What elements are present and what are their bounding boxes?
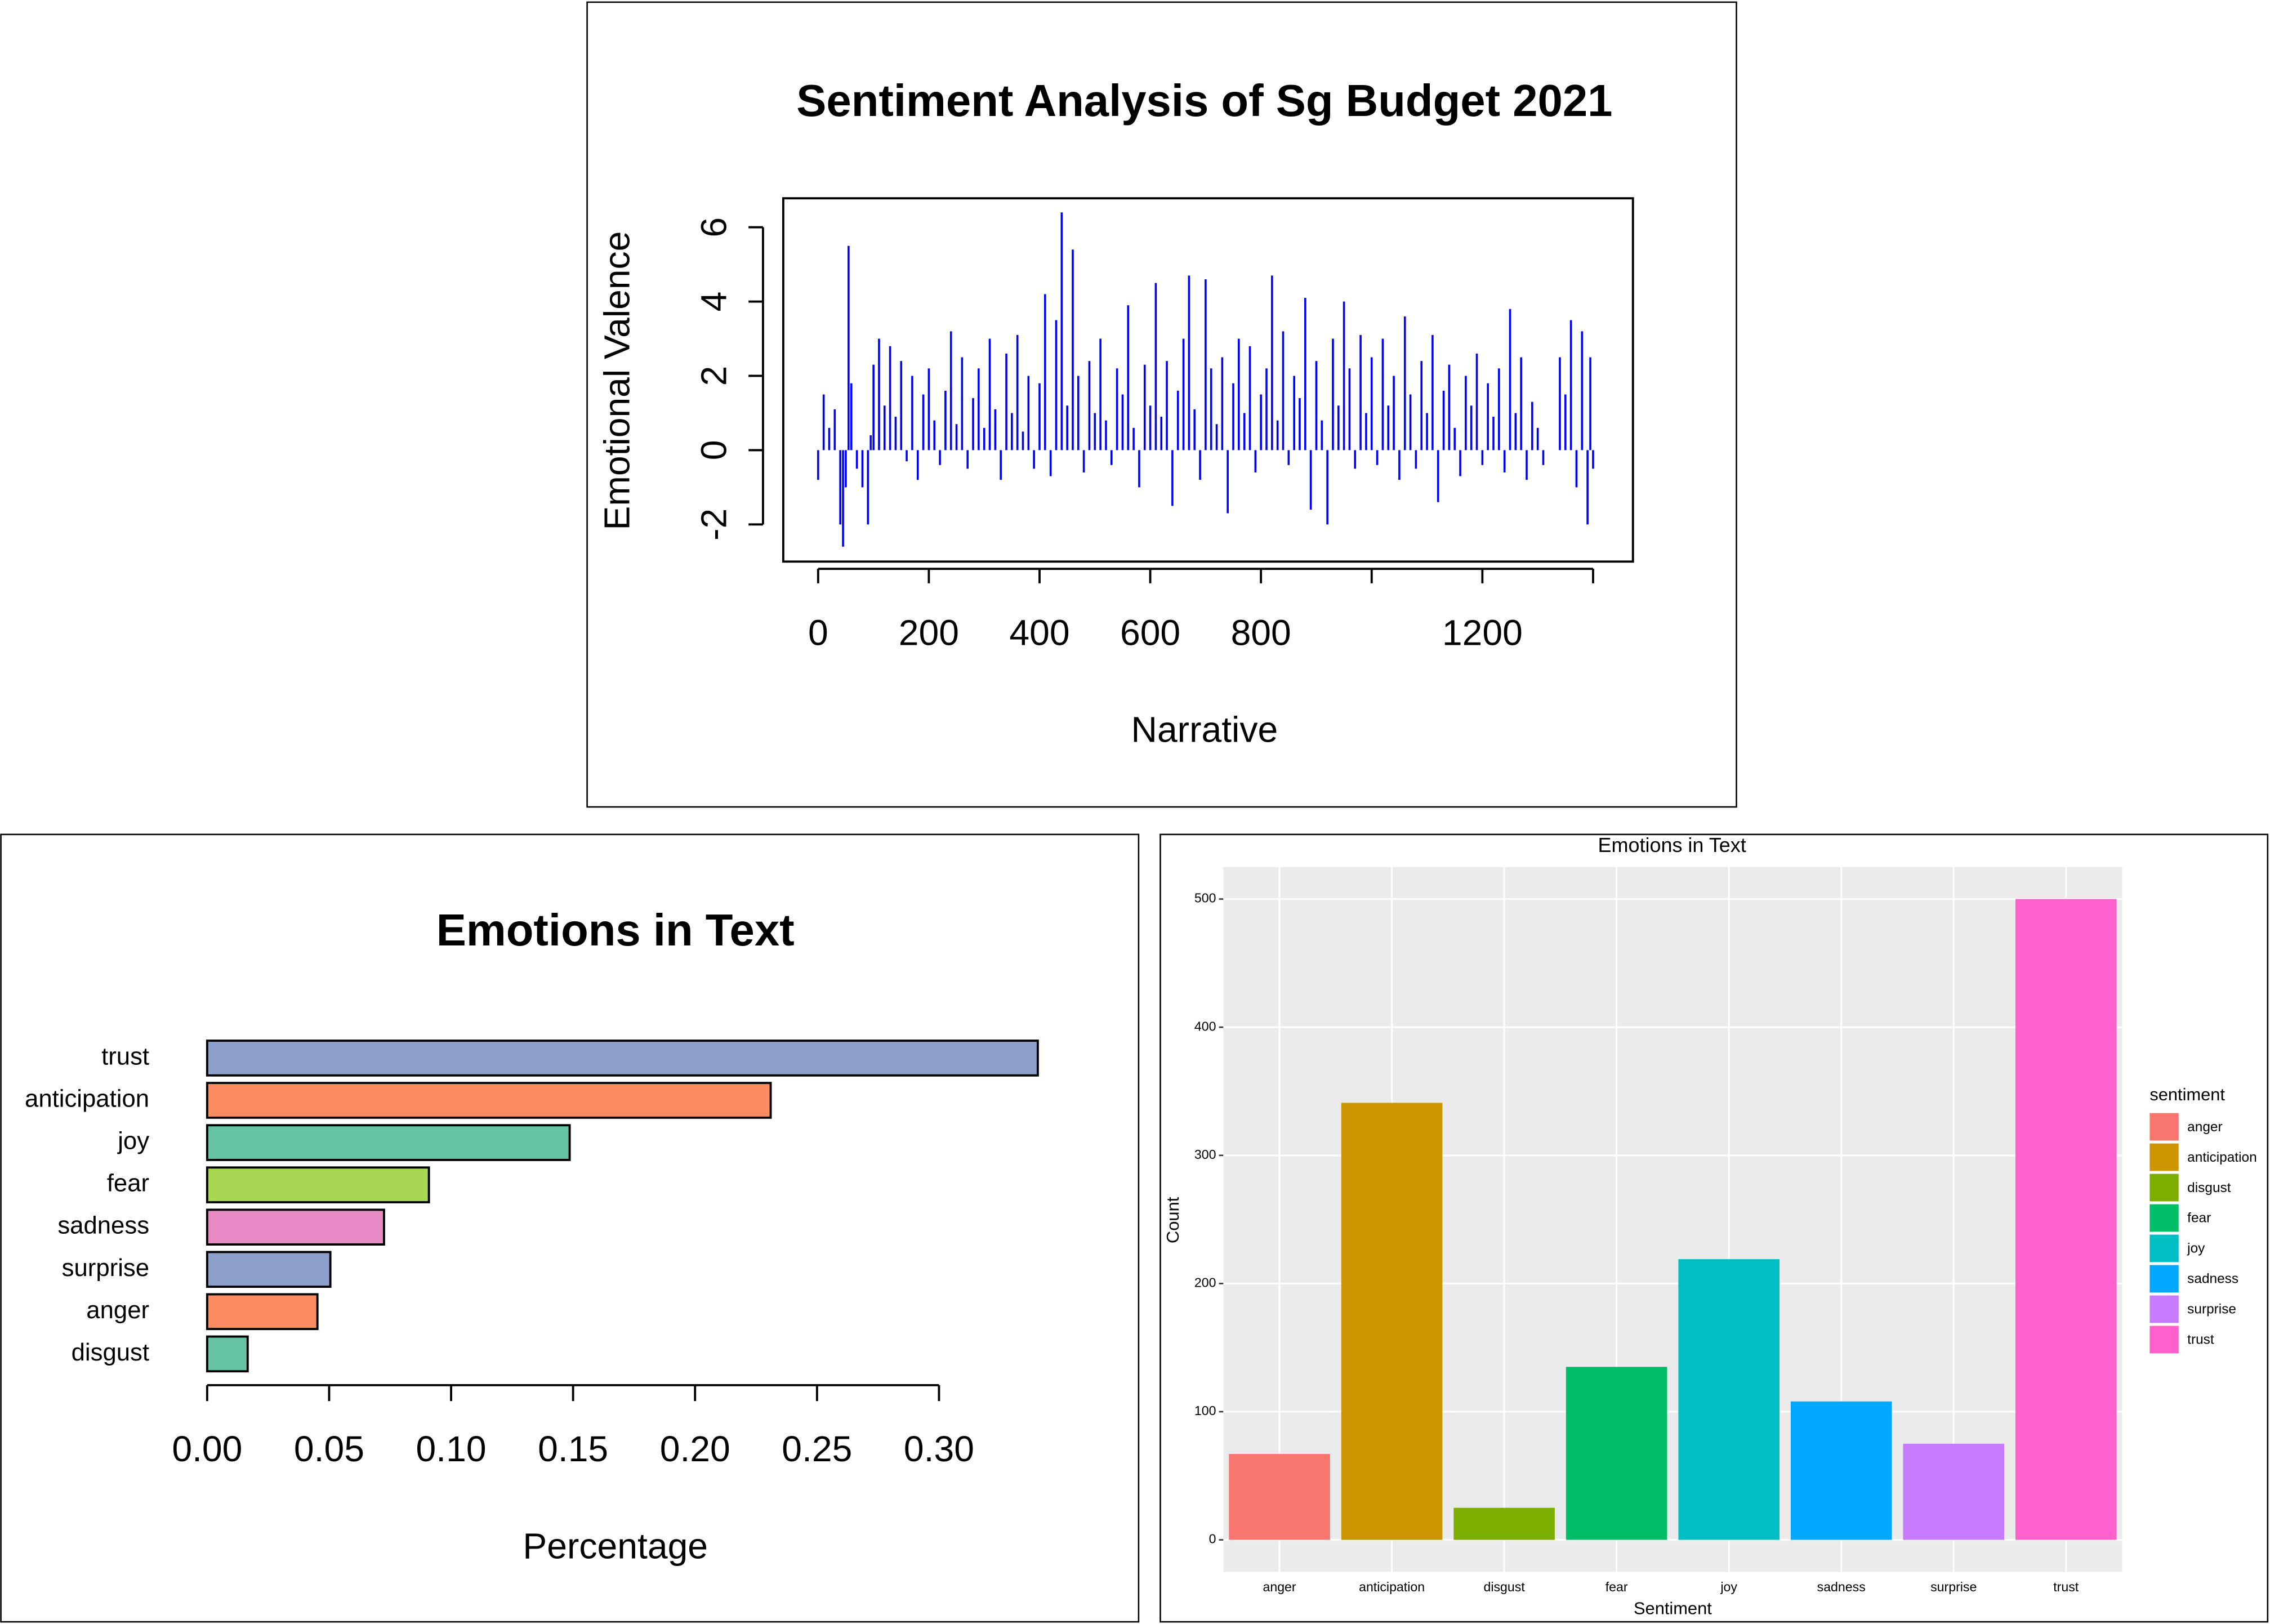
- x-tick-label: 0.10: [416, 1429, 487, 1469]
- x-tick-label: 0.05: [294, 1429, 364, 1469]
- x-tick-label: 200: [899, 612, 959, 653]
- bar: [206, 1208, 385, 1246]
- x-tick-label: anger: [1263, 1580, 1296, 1594]
- y-tick-label: 2: [694, 366, 734, 386]
- legend-label: trust: [2187, 1332, 2214, 1348]
- bar: [1903, 1443, 2005, 1540]
- x-axis-title: Percentage: [523, 1525, 708, 1566]
- x-tick-label: 600: [1120, 612, 1180, 653]
- x-axis-title: Sentiment: [1634, 1598, 1712, 1618]
- legend-label: disgust: [2187, 1180, 2231, 1195]
- x-tick-label: 1200: [1442, 612, 1523, 653]
- chart-title: Emotions in Text: [436, 905, 795, 955]
- x-tick-label: 0.30: [904, 1429, 974, 1469]
- x-tick-label: 0.25: [782, 1429, 852, 1469]
- bar: [1453, 1507, 1555, 1540]
- x-tick-label: 0.00: [172, 1429, 242, 1469]
- legend-key: [2149, 1265, 2179, 1293]
- category-label: trust: [101, 1043, 149, 1070]
- legend-key: [2149, 1295, 2179, 1323]
- plot-box: [782, 197, 1634, 563]
- y-tick-label: 500: [1194, 891, 1216, 905]
- category-label: joy: [117, 1127, 149, 1155]
- bar: [2015, 899, 2117, 1540]
- legend-title: sentiment: [2149, 1085, 2225, 1104]
- y-tick-label: 4: [694, 292, 734, 312]
- legend-key: [2149, 1204, 2179, 1232]
- legend-label: surprise: [2187, 1302, 2236, 1317]
- x-tick-label: trust: [2053, 1580, 2079, 1594]
- category-label: anticipation: [25, 1085, 149, 1113]
- bar: [206, 1039, 1039, 1077]
- y-tick-label: 400: [1194, 1019, 1216, 1033]
- category-label: disgust: [72, 1339, 149, 1366]
- bar: [206, 1251, 332, 1288]
- legend-key: [2149, 1174, 2179, 1202]
- bar: [206, 1124, 571, 1161]
- y-tick-label: 300: [1194, 1147, 1216, 1162]
- legend-key: [2149, 1326, 2179, 1354]
- x-tick-label: 0.20: [660, 1429, 730, 1469]
- bar: [206, 1166, 430, 1203]
- x-tick-label: 800: [1231, 612, 1291, 653]
- category-label: fear: [107, 1170, 149, 1197]
- y-tick-label: 0: [694, 440, 734, 461]
- panel-frame: [0, 833, 1140, 1623]
- x-tick-label: surprise: [1930, 1580, 1977, 1594]
- y-axis-title: Emotional Valence: [596, 231, 637, 530]
- x-tick-label: joy: [1720, 1580, 1737, 1594]
- chart-title: Sentiment Analysis of Sg Budget 2021: [796, 75, 1612, 126]
- y-tick-label: 200: [1194, 1275, 1216, 1290]
- category-label: anger: [86, 1296, 149, 1324]
- legend-label: fear: [2187, 1211, 2211, 1226]
- bar: [206, 1082, 772, 1119]
- bar: [206, 1293, 319, 1331]
- x-tick-label: disgust: [1483, 1580, 1525, 1594]
- x-tick-label: anticipation: [1359, 1580, 1425, 1594]
- panel-frame: [586, 1, 1737, 808]
- chart-title: Emotions in Text: [1598, 833, 1746, 856]
- x-tick-label: 0: [808, 612, 828, 653]
- y-axis-title: Count: [1163, 1197, 1183, 1243]
- bar: [1790, 1401, 1892, 1540]
- legend-label: anticipation: [2187, 1150, 2256, 1165]
- legend-label: joy: [2187, 1241, 2205, 1256]
- y-tick-label: 100: [1194, 1403, 1216, 1418]
- legend-key: [2149, 1234, 2179, 1262]
- y-tick-label: 6: [694, 217, 734, 238]
- y-tick-label: -2: [694, 508, 734, 541]
- legend-key: [2149, 1143, 2179, 1171]
- x-tick-label: 0.15: [538, 1429, 608, 1469]
- x-axis-title: Narrative: [1131, 710, 1278, 750]
- bar: [1341, 1103, 1443, 1540]
- category-label: sadness: [57, 1212, 149, 1239]
- y-tick-label: 0: [1209, 1532, 1216, 1546]
- bar: [1678, 1259, 1780, 1540]
- legend-label: anger: [2187, 1119, 2222, 1135]
- category-label: surprise: [62, 1254, 149, 1282]
- x-tick-label: fear: [1605, 1580, 1628, 1594]
- x-tick-label: 400: [1009, 612, 1069, 653]
- x-tick-label: sadness: [1817, 1580, 1866, 1594]
- bar: [206, 1335, 249, 1373]
- legend-key: [2149, 1113, 2179, 1141]
- bar: [1566, 1367, 1667, 1540]
- legend-label: sadness: [2187, 1271, 2238, 1287]
- bar: [1229, 1454, 1330, 1540]
